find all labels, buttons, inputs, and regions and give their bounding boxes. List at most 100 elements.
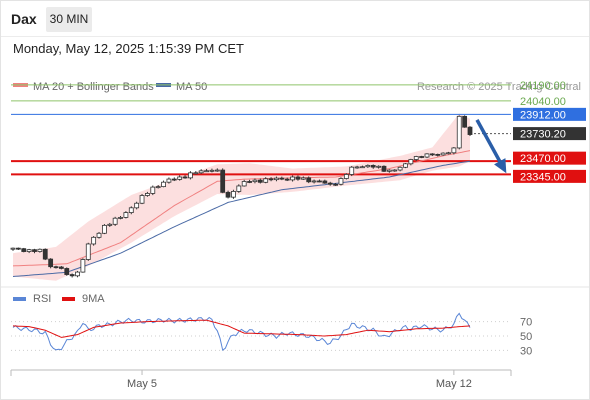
candle-body — [198, 170, 204, 174]
candle-body — [424, 153, 430, 158]
candle-body — [392, 169, 398, 172]
candle-body — [10, 247, 16, 250]
candle-body — [279, 177, 285, 180]
rsi-tick-label: 70 — [520, 317, 532, 329]
candle-body — [150, 186, 156, 194]
level-label-current: 23730.20 — [520, 129, 566, 141]
candle-body — [370, 165, 376, 168]
candle-body — [311, 180, 317, 183]
ma20-legend-label: MA 20 + Bollinger Bands — [33, 81, 154, 93]
level-tag-current — [513, 127, 586, 141]
candle-body — [26, 249, 32, 252]
candle-body — [274, 177, 279, 181]
candle-body — [327, 182, 333, 185]
toolbar: Dax 30 MIN — [1, 1, 589, 37]
candle-body — [462, 115, 468, 128]
candle-body — [58, 266, 64, 269]
level-label-support: 23345.00 — [520, 171, 566, 183]
candle-body — [440, 152, 446, 156]
candle-body — [112, 217, 118, 225]
bollinger-band — [13, 113, 470, 281]
candle-body — [252, 179, 258, 183]
candle-body — [435, 153, 441, 156]
rsi-legend-label: RSI — [33, 293, 51, 305]
level-label-support: 23470.00 — [520, 153, 566, 165]
rsi-ma-legend-swatch — [62, 297, 75, 301]
rsi-tick-label: 50 — [520, 331, 532, 343]
candle-body — [300, 177, 306, 180]
candle-body — [80, 259, 86, 273]
candle-body — [64, 268, 70, 275]
candle-body — [107, 223, 113, 226]
ma50-legend-label: MA 50 — [176, 81, 207, 93]
candle-body — [85, 243, 91, 260]
candle-body — [204, 170, 209, 173]
candle-body — [21, 248, 27, 252]
candle-body — [247, 181, 252, 183]
candle-body — [193, 172, 199, 175]
candle-body — [397, 166, 403, 171]
candle-body — [446, 152, 451, 155]
candle-body — [284, 178, 290, 181]
candle-body — [182, 176, 188, 179]
candle-body — [295, 176, 301, 180]
timeframe-button[interactable]: 30 MIN — [46, 7, 92, 32]
forecast-arrow-head — [494, 158, 507, 174]
candle-body — [155, 186, 161, 189]
candle-body — [209, 169, 215, 172]
candle-body — [349, 166, 355, 175]
candle-body — [263, 178, 269, 183]
candle-body — [386, 169, 392, 172]
ma50-line — [12, 160, 471, 277]
candle-body — [429, 153, 435, 156]
candle-body — [419, 156, 425, 158]
candle-body — [376, 165, 382, 168]
candle-body — [145, 193, 150, 196]
level-label-pivot: 23912.00 — [520, 109, 566, 121]
candle-body — [32, 249, 37, 252]
candle-body — [257, 179, 263, 183]
candle-body — [225, 191, 231, 198]
candle-body — [456, 115, 462, 149]
candle-body — [333, 183, 338, 186]
candle-body — [403, 163, 408, 168]
candle-body — [188, 172, 193, 179]
level-tag-support — [513, 151, 586, 165]
candle-body — [75, 271, 80, 277]
candle-body — [354, 166, 360, 169]
candle-body — [177, 176, 183, 180]
candle-body — [306, 177, 312, 183]
candle-body — [53, 266, 59, 269]
level-label-target: 24040.00 — [520, 96, 566, 108]
x-tick-label: May 5 — [127, 378, 157, 390]
candle-body — [451, 147, 457, 154]
candle-body — [123, 212, 129, 218]
level-tag-pivot — [513, 107, 586, 121]
candle-body — [128, 207, 134, 213]
x-tick-label: May 12 — [436, 378, 472, 390]
candle-body — [96, 232, 102, 238]
candle-body — [214, 169, 220, 172]
candle-body — [381, 165, 387, 172]
candle-body — [134, 202, 140, 209]
candle-body — [69, 274, 75, 277]
candle-body — [365, 165, 371, 168]
candle-body — [360, 166, 365, 169]
candle-body — [241, 181, 247, 187]
level-label-target: 24190.00 — [520, 80, 566, 92]
candle-body — [91, 236, 97, 245]
rsi-legend-swatch — [13, 297, 26, 301]
symbol-title: Dax — [11, 11, 37, 27]
candle-body — [15, 247, 21, 250]
candle-body — [317, 180, 322, 183]
copyright-credit: Research © 2025 Trading Central — [417, 81, 581, 93]
candle-body — [290, 176, 295, 181]
candle-body — [161, 181, 166, 188]
rsi-ma-line — [12, 319, 471, 338]
level-tag-support — [513, 169, 586, 183]
candle-body — [166, 178, 172, 183]
candle-body — [413, 156, 419, 160]
candle-body — [48, 258, 54, 268]
candle-body — [268, 178, 274, 181]
